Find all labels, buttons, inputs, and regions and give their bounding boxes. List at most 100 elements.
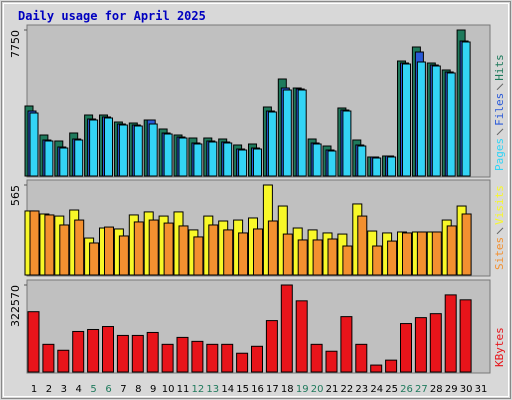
legend-entry: Sites [493,237,506,270]
x-tick-label: 27 [415,384,428,395]
chart-title: Daily usage for April 2025 [18,9,206,23]
bar [251,345,263,373]
bar [357,215,368,276]
bar [431,65,441,177]
bar [206,343,219,373]
bar [191,340,204,373]
y-tick-label: 322570 [9,285,22,327]
bar [163,222,174,276]
bar [402,63,411,177]
bar [29,112,39,177]
bar [178,137,188,177]
bar [280,284,293,373]
bar [116,334,129,373]
bar [133,125,143,177]
bar [72,330,85,373]
y-tick-label: 565 [9,185,22,206]
bar [104,117,113,177]
x-tick-label: 16 [251,384,264,395]
bar [310,343,323,373]
bar [193,143,203,177]
bar [44,214,55,276]
bar [372,157,382,177]
bar [402,232,412,276]
bar [238,149,248,177]
bar [372,245,383,276]
bar [295,300,308,373]
bar [385,359,398,373]
bar [238,232,249,276]
legend-separator [496,227,504,235]
bar [312,239,323,276]
bar [102,326,114,373]
bar [387,156,397,177]
bar [44,140,54,177]
x-tick-label: 13 [206,384,219,395]
x-tick-label: 6 [105,384,111,395]
bar [265,320,278,373]
bar [27,311,40,373]
bar [236,352,249,373]
bar [133,221,144,276]
bar [297,239,308,276]
x-tick-label: 25 [385,384,398,395]
bar [342,110,352,177]
x-tick-label: 23 [355,384,368,395]
bar [267,111,277,177]
bar [446,225,457,276]
x-tick-label: 14 [221,384,234,395]
x-tick-label: 3 [61,384,67,395]
bar [208,224,219,276]
bar [131,334,144,373]
bar [57,349,70,373]
bar [208,141,218,177]
bar [461,41,471,177]
x-tick-label: 22 [341,384,354,395]
bar [461,213,472,276]
bar [118,235,129,276]
x-tick-label: 24 [370,384,383,395]
bar [431,231,442,276]
x-tick-label: 10 [162,384,175,395]
x-tick-label: 18 [281,384,294,395]
legend-separator [496,128,504,136]
bar [29,210,40,276]
bar [59,147,69,177]
bar [176,336,189,373]
x-tick-label: 28 [430,384,443,395]
x-tick-label: 12 [192,384,205,395]
bar [327,238,338,276]
bar [297,89,307,177]
bar [104,226,114,276]
bar [342,245,353,276]
x-tick-label: 2 [46,384,52,395]
x-tick-label: 15 [236,384,249,395]
bar [74,139,84,177]
legend-entry: Visits [493,185,506,225]
x-tick-label: 21 [326,384,339,395]
bar [253,148,262,177]
bar [414,317,427,373]
bar [387,240,398,276]
bar [193,236,204,276]
bar [59,224,70,276]
bar [282,233,293,276]
bar [340,316,353,373]
bar [327,150,337,177]
legend-entry: Pages [493,138,506,171]
bar [223,229,234,276]
x-tick-label: 26 [400,384,413,395]
x-tick-label: 29 [445,384,458,395]
bar [74,219,85,276]
bar [221,343,234,373]
bar [89,242,100,276]
bar [178,225,189,276]
bar [118,124,128,177]
bar [312,143,322,177]
x-tick-label: 31 [475,384,488,395]
bar [282,89,292,177]
x-tick-label: 30 [460,384,473,395]
bar [253,228,263,276]
